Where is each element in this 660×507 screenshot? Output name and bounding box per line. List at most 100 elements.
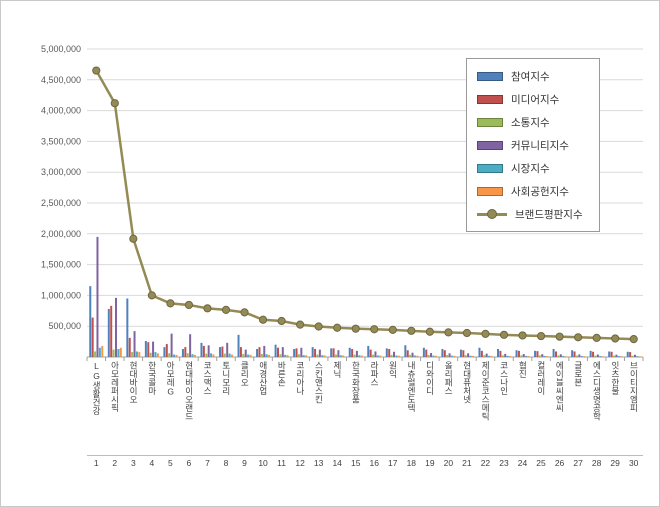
category-label-text: 원익 bbox=[388, 361, 399, 378]
legend-label: 미디어지수 bbox=[511, 93, 560, 106]
legend-label: 시장지수 bbox=[511, 162, 550, 175]
bar-커뮤니티지수 bbox=[115, 297, 117, 357]
bar-참여지수 bbox=[626, 351, 629, 357]
bar-소통지수 bbox=[316, 354, 319, 357]
bar-시장지수 bbox=[98, 347, 101, 357]
bar-사회공헌지수 bbox=[101, 345, 104, 357]
rank-number: 11 bbox=[277, 458, 286, 468]
line-marker bbox=[611, 334, 620, 343]
category-label: 디와이디 bbox=[421, 361, 440, 453]
bar-커뮤니티지수 bbox=[485, 353, 488, 357]
bar-시장지수 bbox=[469, 355, 472, 357]
legend-swatch-icon bbox=[477, 94, 503, 104]
bar-미디어지수 bbox=[536, 351, 539, 357]
bar-미디어지수 bbox=[184, 347, 187, 357]
bar-미디어지수 bbox=[517, 350, 520, 357]
rank-number: 5 bbox=[168, 458, 173, 468]
bar-시장지수 bbox=[488, 355, 491, 357]
bar-커뮤니티지수 bbox=[411, 352, 414, 357]
category-label-text: 한국콜마 bbox=[147, 361, 158, 395]
rank-number: 27 bbox=[573, 458, 583, 468]
line-marker bbox=[629, 335, 638, 344]
rank-number: 10 bbox=[258, 458, 268, 468]
category-label-text: 현대바이오랜드 bbox=[184, 361, 195, 421]
bar-시장지수 bbox=[247, 354, 250, 357]
bar-참여지수 bbox=[311, 347, 314, 357]
bar-참여지수 bbox=[126, 298, 129, 357]
bar-커뮤니티지수 bbox=[207, 345, 210, 357]
legend-swatch-icon bbox=[477, 117, 503, 127]
bar-미디어지수 bbox=[110, 305, 113, 357]
category-label-text: 현대바이오 bbox=[128, 361, 139, 404]
line-marker bbox=[277, 316, 286, 326]
bar-사회공헌지수 bbox=[638, 356, 641, 357]
bar-미디어지수 bbox=[239, 347, 242, 357]
bar-커뮤니티지수 bbox=[374, 351, 377, 357]
line-marker bbox=[518, 331, 527, 340]
category-label-text: 클리오 bbox=[239, 361, 250, 387]
category-label-text: 코리아나 bbox=[295, 361, 306, 395]
category-label: 바른손 bbox=[272, 361, 291, 453]
category-label-text: 코스맥스 bbox=[202, 361, 213, 395]
bar-시장지수 bbox=[321, 355, 324, 357]
bar-미디어지수 bbox=[128, 337, 131, 357]
bar-참여지수 bbox=[478, 347, 481, 357]
bar-소통지수 bbox=[464, 355, 467, 357]
bar-소통지수 bbox=[409, 354, 412, 357]
bar-사회공헌지수 bbox=[249, 354, 252, 357]
bar-사회공헌지수 bbox=[156, 353, 159, 357]
rank-number: 17 bbox=[388, 458, 398, 468]
category-label-text: 협진 bbox=[517, 361, 528, 378]
bar-사회공헌지수 bbox=[620, 356, 623, 357]
legend-item: 브랜드평판지수 bbox=[477, 206, 589, 222]
bar-시장지수 bbox=[265, 354, 268, 357]
bar-시장지수 bbox=[376, 355, 379, 357]
bar-사회공헌지수 bbox=[490, 355, 493, 357]
bar-커뮤니티지수 bbox=[263, 345, 266, 357]
bar-참여지수 bbox=[497, 348, 499, 357]
rank-number: 28 bbox=[591, 458, 602, 468]
y-axis-label: 500,000 bbox=[48, 321, 81, 331]
bar-커뮤니티지수 bbox=[522, 354, 525, 357]
bar-사회공헌지수 bbox=[212, 354, 215, 357]
bar-소통지수 bbox=[501, 355, 504, 357]
bar-커뮤니티지수 bbox=[393, 351, 395, 357]
bar-소통지수 bbox=[483, 355, 486, 357]
line-marker bbox=[110, 99, 119, 108]
bar-소통지수 bbox=[631, 355, 634, 357]
legend-label: 참여지수 bbox=[511, 70, 550, 83]
bar-시장지수 bbox=[117, 348, 120, 357]
rank-number: 9 bbox=[242, 458, 247, 468]
category-label: 잇츠한불 bbox=[606, 361, 625, 453]
line-marker bbox=[333, 323, 342, 332]
bar-미디어지수 bbox=[165, 344, 168, 357]
category-label-text: 컬러레이 bbox=[536, 361, 547, 395]
category-label: 현대바이오랜드 bbox=[180, 361, 199, 453]
bar-소통지수 bbox=[223, 353, 226, 357]
rank-number: 6 bbox=[186, 458, 192, 468]
line-marker bbox=[221, 305, 231, 314]
rank-number: 4 bbox=[149, 458, 155, 468]
bar-참여지수 bbox=[256, 348, 259, 357]
category-label: 코스맥스 bbox=[198, 361, 217, 453]
category-label: 한국콜마 bbox=[143, 361, 162, 453]
line-marker bbox=[592, 333, 601, 343]
bar-미디어지수 bbox=[480, 350, 483, 357]
category-label-text: 올리패스 bbox=[443, 361, 454, 395]
bar-시장지수 bbox=[506, 355, 509, 357]
bar-참여지수 bbox=[608, 351, 611, 357]
bar-참여지수 bbox=[89, 286, 92, 357]
bar-미디어지수 bbox=[332, 348, 335, 357]
bar-사회공헌지수 bbox=[416, 355, 419, 357]
rank-number: 22 bbox=[480, 458, 491, 468]
bar-미디어지수 bbox=[202, 345, 205, 357]
bar-소통지수 bbox=[427, 354, 430, 357]
bar-미디어지수 bbox=[221, 346, 224, 357]
bar-참여지수 bbox=[571, 350, 574, 357]
bar-커뮤니티지수 bbox=[96, 236, 99, 357]
category-label-text: 현대퓨처넷 bbox=[462, 361, 473, 404]
line-marker bbox=[536, 331, 546, 341]
bar-커뮤니티지수 bbox=[578, 354, 581, 357]
category-label: LG생활건강 bbox=[87, 361, 106, 453]
bar-미디어지수 bbox=[314, 348, 317, 357]
